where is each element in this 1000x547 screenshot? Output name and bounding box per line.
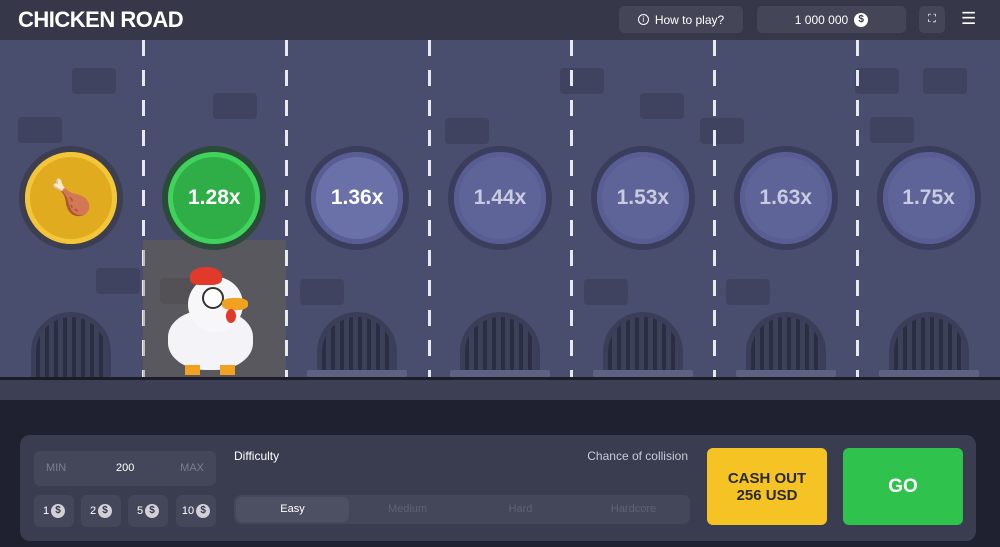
curb xyxy=(878,370,979,377)
wall-brick xyxy=(923,68,967,94)
sewer-grate xyxy=(888,312,969,377)
quick-bet-label: 5 xyxy=(136,505,144,517)
wall-brick xyxy=(18,117,62,143)
multiplier-coin: 1.53x xyxy=(596,152,689,244)
quick-bet-label: 10 xyxy=(181,505,195,517)
wall-brick xyxy=(300,279,344,305)
menu-button[interactable]: ☰ xyxy=(961,9,976,29)
how-to-play-label: How to play? xyxy=(654,12,725,27)
quick-bet-label: 1 xyxy=(42,505,50,517)
bet-input[interactable]: MIN 200 MAX xyxy=(34,451,216,486)
cash-out-button[interactable]: CASH OUT 256 USD xyxy=(707,448,827,525)
wall-brick xyxy=(855,68,899,94)
wall-brick xyxy=(96,268,140,294)
logo: CHICKEN ROAD xyxy=(18,7,184,32)
difficulty-hardcore[interactable]: Hardcore xyxy=(610,503,657,515)
quick-bet-10[interactable]: 10 $ xyxy=(176,495,216,527)
curb xyxy=(450,370,550,377)
multiplier-coin: 🍗 xyxy=(25,152,118,244)
sewer-grate xyxy=(602,312,683,377)
cash-out-amount: 256 USD xyxy=(736,486,798,504)
quick-bet-5[interactable]: 5 $ xyxy=(128,495,168,527)
collision-label: Chance of collision xyxy=(587,449,688,463)
how-to-play-button[interactable]: i How to play? xyxy=(619,6,743,33)
multiplier-label: 1.63x xyxy=(759,186,812,209)
control-panel: MIN 200 MAX 1 $ 2 $ 5 $ 10 $ Difficulty Chan… xyxy=(20,435,976,541)
balance-display: 1 000 000 $ xyxy=(757,6,906,33)
quick-bet-label: 2 xyxy=(89,505,97,517)
wall-brick xyxy=(213,93,257,119)
sewer-grate xyxy=(745,312,826,377)
dollar-icon: $ xyxy=(196,504,211,518)
sewer-grate xyxy=(31,312,112,377)
curb xyxy=(592,370,693,377)
multiplier-coin: 1.44x xyxy=(454,152,546,244)
multiplier-label: 1.28x xyxy=(188,186,241,209)
sewer-grate xyxy=(460,312,540,377)
roast-chicken-icon: 🍗 xyxy=(50,179,93,217)
wall-brick xyxy=(560,68,604,94)
lane-divider xyxy=(284,40,288,377)
lane-divider xyxy=(713,40,717,377)
lane-divider xyxy=(856,40,860,377)
bet-value[interactable]: 200 xyxy=(116,462,135,474)
sidewalk xyxy=(0,380,1000,400)
multiplier-coin: 1.63x xyxy=(739,152,832,244)
fullscreen-icon: ⛶ xyxy=(928,13,936,25)
wall-brick xyxy=(445,118,489,144)
cash-out-label: CASH OUT xyxy=(727,469,807,487)
menu-icon: ☰ xyxy=(961,9,977,28)
multiplier-label: 1.53x xyxy=(616,186,670,209)
difficulty-hard[interactable]: Hard xyxy=(508,503,533,515)
go-button[interactable]: GO xyxy=(843,448,963,525)
curb xyxy=(307,370,408,377)
balance-value: 1 000 000 xyxy=(794,12,849,27)
wall-brick xyxy=(726,279,770,305)
wall-brick xyxy=(72,68,116,94)
chicken-character xyxy=(160,265,260,377)
multiplier-label: 1.36x xyxy=(330,186,384,209)
dollar-icon: $ xyxy=(854,12,869,27)
quick-bet-2[interactable]: 2 $ xyxy=(81,495,121,527)
wall-brick xyxy=(870,117,914,143)
dollar-icon: $ xyxy=(145,504,160,518)
lane-divider xyxy=(570,40,574,377)
quick-bet-1[interactable]: 1 $ xyxy=(34,495,74,527)
difficulty-medium[interactable]: Medium xyxy=(387,503,428,515)
dollar-icon: $ xyxy=(51,504,66,518)
ground-line xyxy=(0,377,1000,380)
info-icon: i xyxy=(637,14,649,25)
difficulty-selector: Easy Medium Hard Hardcore xyxy=(234,495,690,524)
curb xyxy=(735,370,836,377)
wall-brick xyxy=(700,118,744,144)
multiplier-coin[interactable]: 1.36x xyxy=(311,152,404,244)
fullscreen-button[interactable]: ⛶ xyxy=(919,6,945,33)
wall-brick xyxy=(640,93,684,119)
sewer-grate xyxy=(317,312,398,377)
multiplier-label: 1.75x xyxy=(902,186,955,209)
top-bar: CHICKEN ROAD i How to play? 1 000 000 $ ⛶ … xyxy=(0,0,1000,40)
difficulty-label: Difficulty xyxy=(234,449,280,463)
min-button[interactable]: MIN xyxy=(46,462,67,474)
multiplier-coin: 1.28x xyxy=(168,152,261,244)
max-button[interactable]: MAX xyxy=(180,462,204,474)
lane-divider xyxy=(427,40,431,377)
multiplier-coin: 1.75x xyxy=(882,152,975,244)
multiplier-label: 1.44x xyxy=(473,186,527,209)
game-road: 🍗 1.28x 1.36x 1.44x 1.53x 1.63x 1.75x xyxy=(0,40,1000,400)
difficulty-easy[interactable]: Easy xyxy=(236,497,349,522)
lane-divider xyxy=(141,40,145,377)
dollar-icon: $ xyxy=(98,504,113,518)
wall-brick xyxy=(584,279,628,305)
